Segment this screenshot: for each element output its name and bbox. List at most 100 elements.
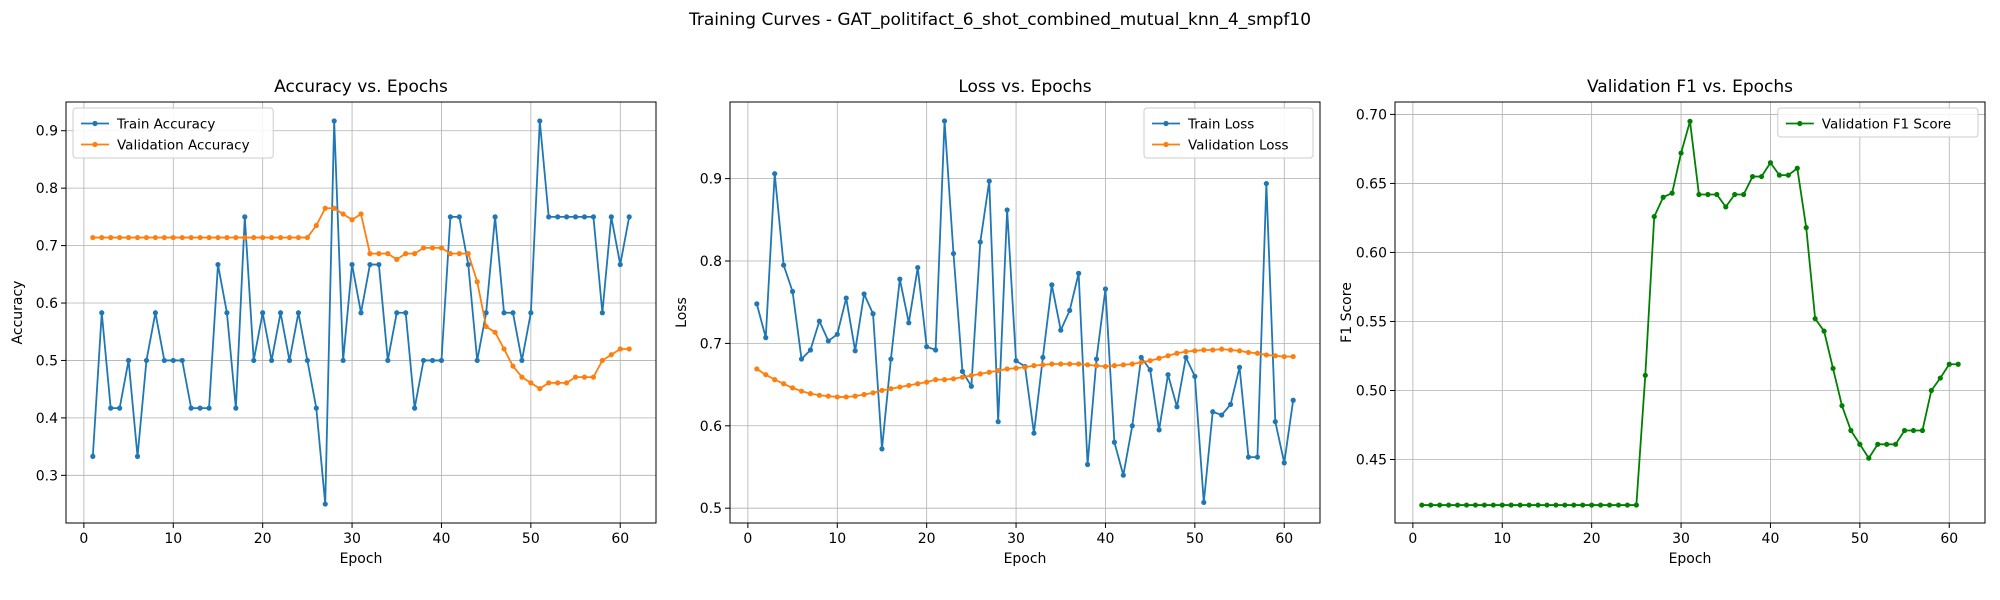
legend-box xyxy=(72,107,274,159)
y-tick-label: 0.45 xyxy=(1356,453,1387,469)
data-point xyxy=(1129,423,1135,429)
y-tick-label: 0.5 xyxy=(36,353,58,369)
data-point xyxy=(403,251,409,257)
data-point xyxy=(510,363,516,369)
data-point xyxy=(340,357,346,364)
legend-marker xyxy=(1163,141,1169,148)
data-point xyxy=(915,264,921,271)
data-point xyxy=(429,357,436,364)
legend-label: Train Accuracy xyxy=(116,117,215,133)
data-point xyxy=(1910,427,1917,434)
data-point xyxy=(1446,502,1452,508)
data-point xyxy=(483,310,489,316)
data-point xyxy=(161,357,167,364)
data-point xyxy=(1290,353,1296,360)
data-point xyxy=(1955,361,1961,367)
data-point xyxy=(438,357,445,364)
data-point xyxy=(519,374,525,380)
data-point xyxy=(1111,439,1117,445)
data-point xyxy=(394,310,400,316)
data-point xyxy=(331,205,337,211)
data-point xyxy=(754,366,760,372)
data-point xyxy=(1245,349,1252,356)
data-point xyxy=(599,310,605,316)
data-point xyxy=(861,291,867,297)
x-tick-label: 10 xyxy=(1493,531,1511,547)
data-point xyxy=(1562,502,1568,508)
data-point xyxy=(599,357,605,364)
legend: Validation F1 Score xyxy=(1777,107,1979,138)
data-point xyxy=(870,311,876,317)
y-axis-label: Accuracy xyxy=(10,281,26,345)
data-point xyxy=(590,214,597,220)
data-point xyxy=(754,301,760,307)
data-point xyxy=(933,347,939,353)
data-point xyxy=(995,367,1001,374)
data-point xyxy=(1884,441,1890,447)
legend-label: Validation F1 Score xyxy=(1822,117,1951,133)
data-point xyxy=(546,214,552,220)
data-point xyxy=(906,382,912,389)
data-point xyxy=(385,357,391,364)
data-point xyxy=(1723,204,1729,210)
data-point xyxy=(385,251,391,257)
data-point xyxy=(555,214,561,220)
data-point xyxy=(1138,359,1144,365)
data-point xyxy=(528,310,534,316)
data-point xyxy=(438,245,445,251)
data-point xyxy=(1228,401,1234,407)
data-point xyxy=(188,234,194,241)
data-point xyxy=(897,276,903,282)
data-point xyxy=(277,310,284,316)
data-point xyxy=(870,390,876,396)
x-tick-label: 50 xyxy=(522,531,540,547)
data-point xyxy=(1785,172,1791,178)
data-point xyxy=(1705,191,1711,198)
y-tick-label: 0.55 xyxy=(1356,314,1387,330)
data-point xyxy=(843,295,849,301)
data-point xyxy=(313,405,319,411)
y-tick-label: 0.8 xyxy=(700,254,722,270)
data-point xyxy=(608,214,614,220)
data-point xyxy=(1084,362,1091,368)
data-point xyxy=(260,310,266,316)
data-point xyxy=(501,346,507,352)
data-point xyxy=(1499,502,1505,508)
data-point xyxy=(1553,502,1559,508)
data-point xyxy=(215,234,221,241)
x-tick-label: 60 xyxy=(611,531,629,547)
data-point xyxy=(1472,502,1479,508)
data-point xyxy=(465,251,471,257)
data-point xyxy=(456,251,462,257)
data-point xyxy=(233,234,239,241)
data-point xyxy=(879,446,885,452)
data-point xyxy=(968,372,974,379)
data-point xyxy=(581,214,588,220)
data-point xyxy=(1776,172,1782,178)
data-point xyxy=(1093,363,1100,369)
data-point xyxy=(1147,358,1153,364)
data-point xyxy=(590,374,597,380)
legend-marker xyxy=(1163,120,1169,127)
x-tick-label: 30 xyxy=(343,531,361,547)
data-point xyxy=(447,251,453,257)
data-point xyxy=(429,245,436,251)
data-point xyxy=(915,381,921,387)
data-point xyxy=(1928,387,1934,394)
data-point xyxy=(959,374,966,380)
data-point xyxy=(125,357,132,364)
data-point xyxy=(1049,282,1055,288)
x-axis-label: Epoch xyxy=(1004,551,1047,567)
data-point xyxy=(1687,118,1693,124)
data-point xyxy=(852,393,858,399)
data-point xyxy=(403,310,409,316)
data-point xyxy=(295,310,302,316)
x-tick-label: 40 xyxy=(433,531,451,547)
data-point xyxy=(816,392,822,398)
subplot-title: Accuracy vs. Epochs xyxy=(274,77,448,97)
data-point xyxy=(1437,502,1443,508)
data-point xyxy=(170,234,176,241)
data-point xyxy=(197,405,203,411)
data-point xyxy=(572,374,579,380)
data-point xyxy=(269,357,275,364)
